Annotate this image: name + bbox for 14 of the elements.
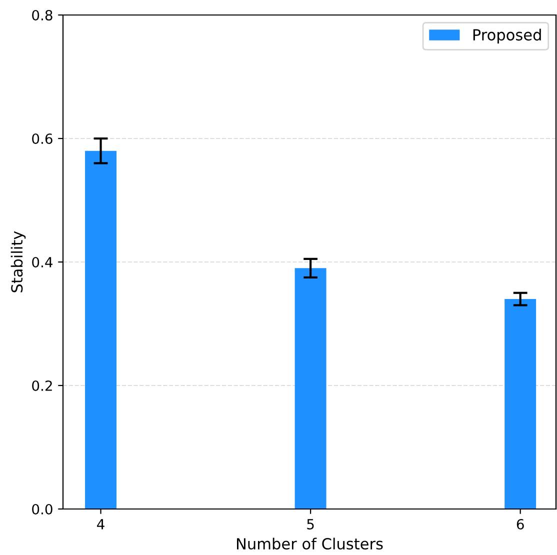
y-axis-title: Stability (10, 231, 26, 292)
x-tick-label: 5 (307, 519, 314, 530)
bar (294, 268, 326, 509)
x-tick-label: 4 (97, 519, 104, 530)
y-tick-label: 0.8 (32, 10, 52, 20)
legend-label: Proposed (473, 28, 541, 44)
y-tick-label: 0.4 (32, 256, 52, 268)
y-tick-label: 0.2 (32, 380, 52, 391)
bar (85, 150, 116, 509)
bar (504, 299, 536, 509)
x-tick-label: 6 (516, 518, 524, 530)
x-axis-title: Number of Clusters (237, 538, 383, 550)
y-tick-label: 0.0 (32, 504, 52, 514)
y-tick-label: 0.6 (32, 133, 52, 144)
